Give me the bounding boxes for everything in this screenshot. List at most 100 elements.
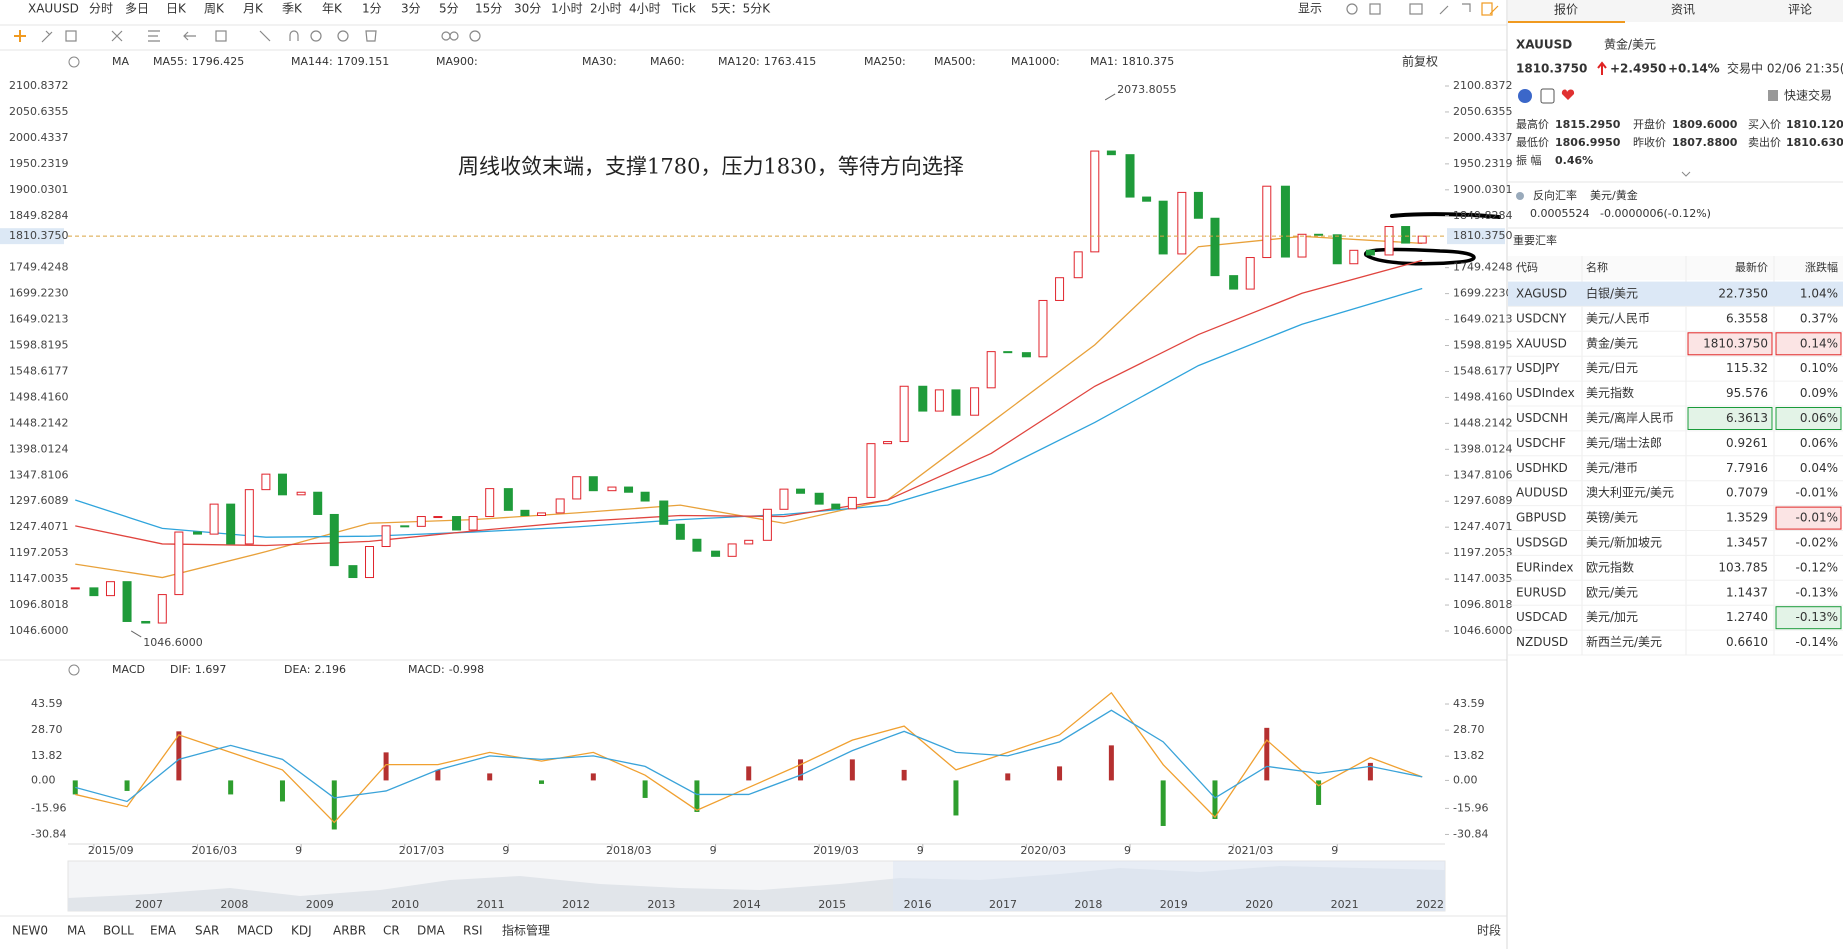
panel-tab[interactable]: 评论 [1788,3,1812,17]
period-button[interactable]: 15分 [475,2,502,16]
table-row[interactable]: NZDUSD 新西兰元/美元 0.6610 -0.14% [1508,634,1843,656]
legend-entry: MACD: -0.998 [408,663,484,676]
table-row[interactable]: USDSGD 美元/新加坡元 1.3457 -0.02% [1508,535,1843,556]
stat-label: 最低价 [1516,136,1549,149]
x-tick-label: 9 [917,844,924,857]
period-button[interactable]: 5天：5分K [711,2,771,16]
y-tick-label: 1849.8284 [9,209,69,222]
indicator-button[interactable]: SAR [195,924,219,938]
toolbar-icons[interactable] [1346,2,1499,16]
x-tick-label: 2020/03 [1020,844,1066,857]
settings-icon[interactable] [68,664,80,676]
table-row[interactable]: USDJPY 美元/日元 115.32 0.10% [1508,361,1843,382]
candle [1245,257,1255,290]
panel-tab[interactable]: 资讯 [1671,3,1695,17]
table-row[interactable]: USDCNY 美元/人民币 6.3558 0.37% [1508,311,1843,332]
indicator-button[interactable]: NEW0 [12,924,48,938]
legend-value: 1763.415 [764,55,817,68]
macd-bar [642,780,648,798]
x-tick-label: 2016/03 [192,844,238,857]
indicator-button[interactable]: BOLL [103,924,134,938]
period-button[interactable]: 30分 [514,2,541,16]
table-row[interactable]: USDCNH 美元/离岸人民币 6.3613 0.06% [1508,407,1843,432]
indicator-button[interactable]: CR [383,924,400,938]
adjust-mode[interactable]: 前复权 [1402,54,1438,69]
period-button[interactable]: 年K [322,2,343,16]
period-button[interactable]: 周K [204,2,225,16]
navigator-window[interactable] [893,861,1445,911]
settings-icon[interactable] [68,56,80,68]
table-row[interactable]: XAUUSD 黄金/美元 1810.3750 0.14% [1508,332,1843,357]
indicator-button[interactable]: KDJ [291,924,312,938]
value-box [1775,407,1842,430]
legend-entry: MA1: 1810.375 [1090,55,1174,68]
period-button[interactable]: 月K [243,2,264,16]
period-button[interactable]: 2小时 [590,2,622,16]
table-row[interactable]: EURindex 欧元指数 103.785 -0.12% [1508,559,1843,581]
stat-value: 1810.1200 [1786,118,1843,131]
reverse-label: 反向汇率 [1533,188,1577,202]
ma-line [75,235,1423,579]
table-row[interactable]: GBPUSD 英镑/美元 1.3529 -0.01% [1508,506,1843,531]
y-tick-label: 1448.2142 [9,416,69,429]
pair-name: 欧元/美元 [1586,585,1638,599]
candle [1142,196,1152,202]
table-row[interactable]: USDIndex 美元指数 95.576 0.09% [1508,385,1843,407]
stat-value: 1806.9950 [1555,136,1621,149]
session-button[interactable]: 时段 [1477,923,1501,938]
indicator-button[interactable]: MA [67,924,86,938]
table-row[interactable]: USDCAD 美元/加元 1.2740 -0.13% [1508,606,1843,631]
period-button[interactable]: 季K [282,2,303,16]
quick-trade[interactable]: 快速交易 [1784,88,1832,103]
candle [866,443,876,498]
indicator-button[interactable]: EMA [150,924,177,938]
macd-bar [953,780,959,816]
drawing-tools[interactable] [14,30,481,43]
candle [744,539,754,545]
indicator-manage[interactable]: 指标管理 [502,923,550,938]
indicator-button[interactable]: RSI [463,924,483,938]
candle [899,385,909,443]
period-button[interactable]: 3分 [401,2,421,16]
macd-bar [176,731,182,781]
reverse-pair: 美元/黄金 [1590,188,1638,202]
navigator-year: 2018 [1074,898,1102,911]
pair-price: 1.3457 [1726,536,1768,550]
symbol[interactable]: XAUUSD [28,2,79,16]
legend-label: MA1000: [1011,55,1060,68]
period-button[interactable]: Tick [671,2,696,16]
table-row[interactable]: EURUSD 欧元/美元 1.1437 -0.13% [1508,585,1843,606]
macd-bar [1264,727,1270,781]
period-button[interactable]: 1分 [362,2,382,16]
y-tick-label: 1297.6089 [9,494,69,507]
table-row[interactable]: USDHKD 美元/港币 7.7916 0.04% [1508,461,1843,482]
period-button[interactable]: 5分 [439,2,459,16]
table-header: 名称 [1586,260,1608,274]
candle [1038,299,1048,358]
table-row[interactable]: XAGUSD 白银/美元 22.7350 1.04% [1508,281,1843,307]
legend-value: 1810.375 [1122,55,1175,68]
period-button[interactable]: 多日 [125,2,149,16]
panel-tab[interactable]: 报价 [1554,2,1578,17]
period-button[interactable]: 分时 [89,2,113,16]
navigator-year: 2014 [733,898,761,911]
candle [918,385,928,412]
period-button[interactable]: 1小时 [551,2,583,16]
display-menu[interactable]: 显示 [1298,2,1322,16]
macd-bar [590,773,596,781]
candle [796,488,806,494]
indicator-button[interactable]: DMA [417,924,446,938]
pair-price: 1.2740 [1726,610,1768,624]
period-button[interactable]: 日K [166,2,187,16]
up-arrow [1597,61,1607,75]
y-tick-label: -30.84 [31,827,66,840]
period-button[interactable]: 4小时 [629,2,661,16]
quote-status: 交易中 02/06 21:35(美东 [1727,61,1843,76]
table-row[interactable]: AUDUSD 澳大利亚元/美元 0.7079 -0.01% [1508,486,1843,507]
indicator-button[interactable]: MACD [237,924,273,938]
legend-value: -0.998 [449,663,484,676]
pair-price: 7.7916 [1726,461,1768,475]
y-tick-label: 1950.2319 [9,157,69,170]
indicator-button[interactable]: ARBR [333,924,366,938]
table-row[interactable]: USDCHF 美元/瑞士法郎 0.9261 0.06% [1508,436,1843,457]
